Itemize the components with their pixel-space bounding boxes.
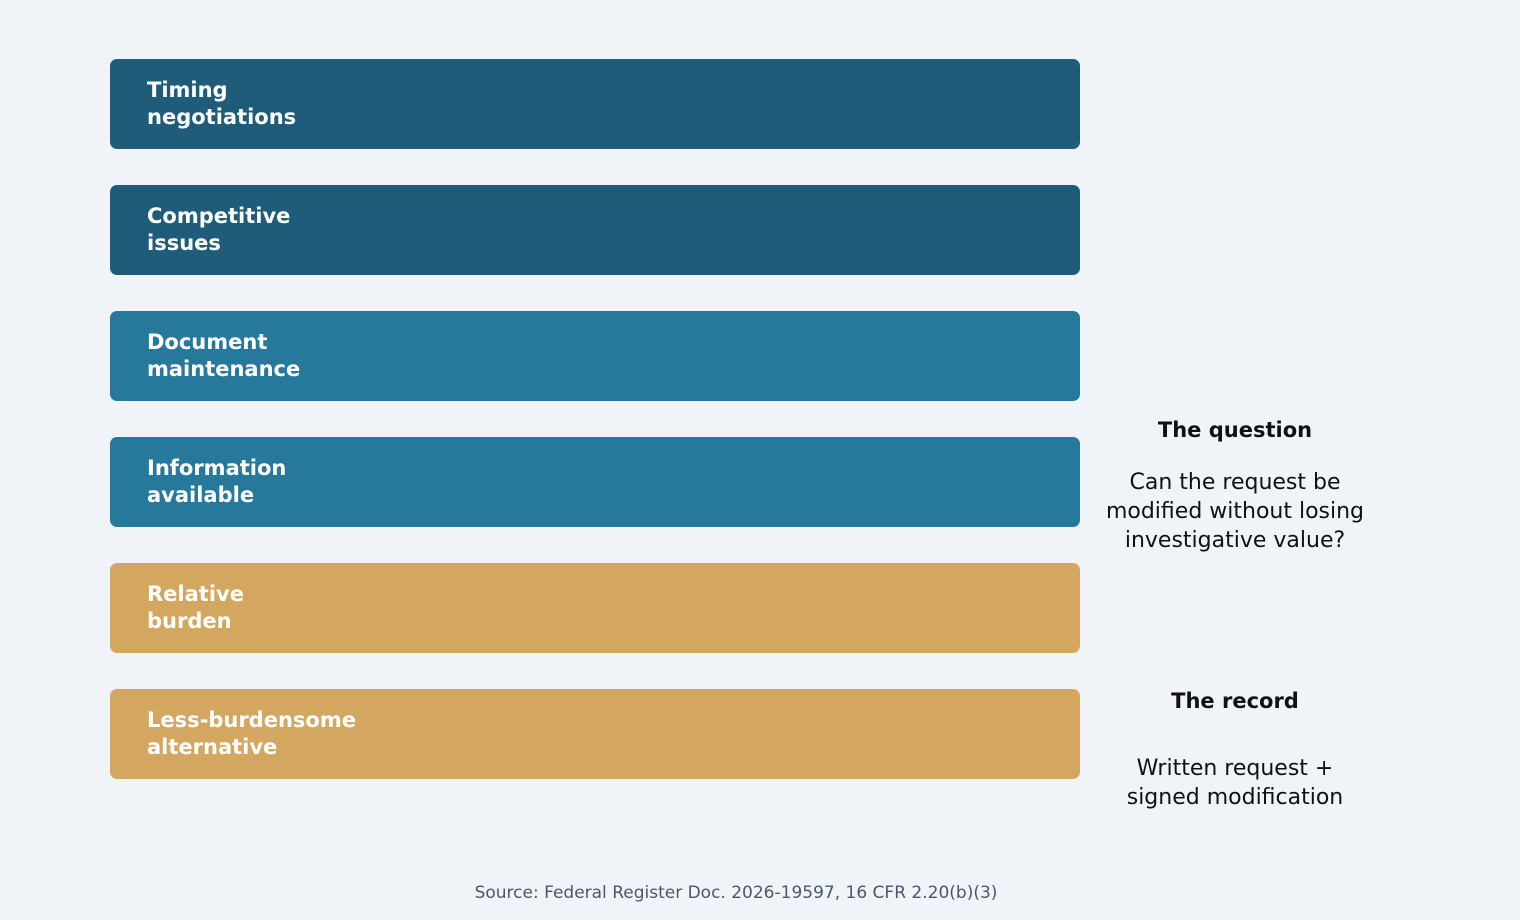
factor-document-maintenance: Document maintenance (110, 311, 1080, 401)
factor-label: Less-burdensome alternative (147, 708, 356, 759)
question-text: Can the request be modified without losi… (1105, 470, 1365, 553)
factor-label: Timing negotiations (147, 78, 297, 129)
record-heading: The record (1171, 689, 1299, 713)
factor-relative-burden: Relative burden (110, 563, 1080, 653)
factor-competitive-issues: Competitive issues (110, 185, 1080, 275)
factor-label: Competitive issues (147, 204, 291, 255)
factor-less-burdensome-alternative: Less-burdensome alternative (110, 689, 1080, 779)
factor-information-available: Information available (110, 437, 1080, 527)
source-note: Source: Federal Register Doc. 2026-19597… (474, 883, 998, 903)
factor-timing-negotiations: Timing negotiations (110, 59, 1080, 149)
factor-label: Relative burden (147, 582, 244, 633)
factor-label: Information available (147, 456, 287, 507)
question-heading: The question (1157, 418, 1313, 442)
record-text: Written request + signed modification (1126, 756, 1344, 810)
factor-label: Document maintenance (147, 330, 301, 381)
